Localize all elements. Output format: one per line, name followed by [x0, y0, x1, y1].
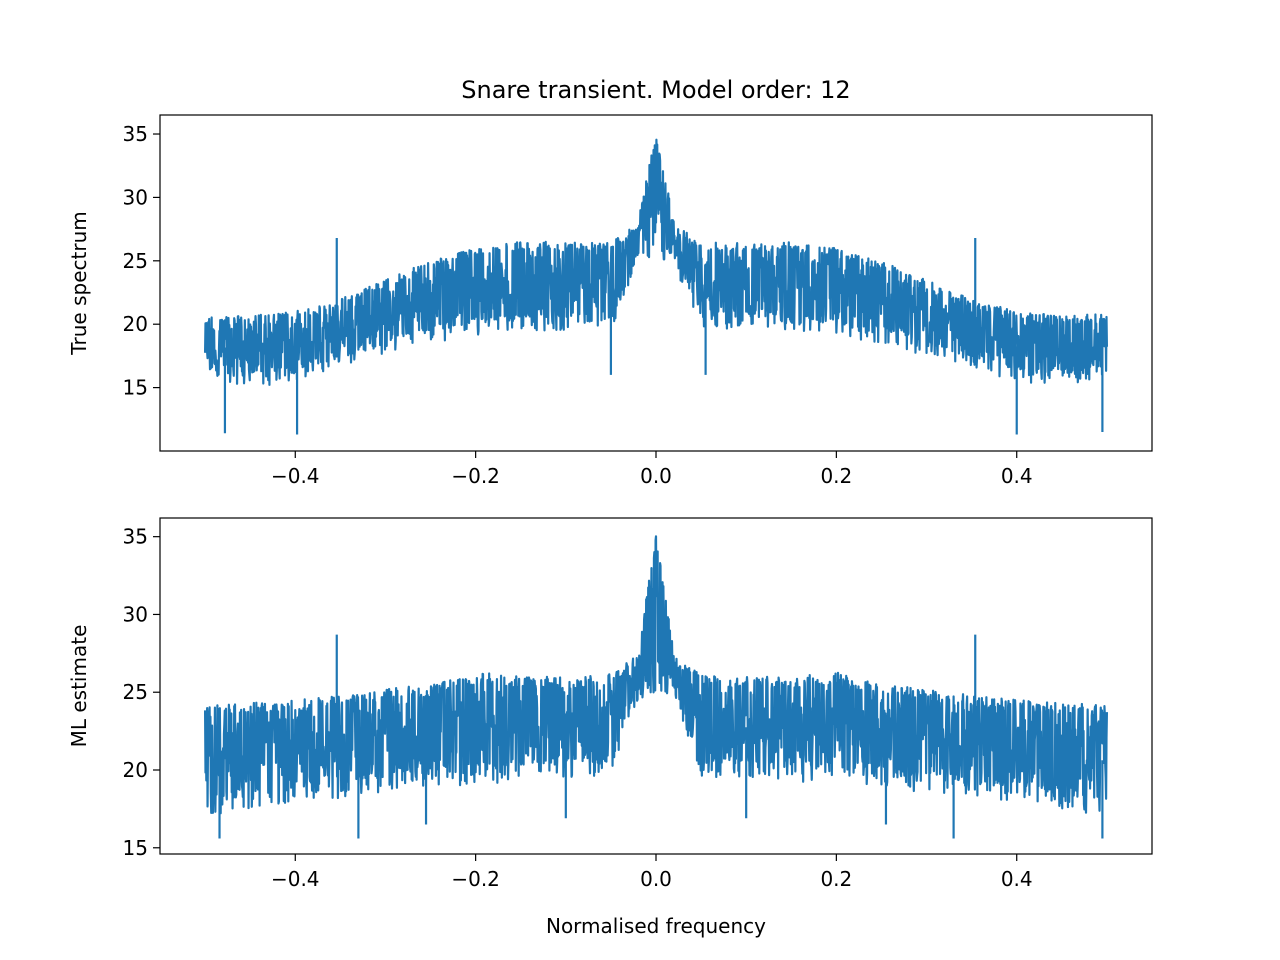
y-tick-label: 15	[123, 376, 148, 400]
panels: −0.4 −0.2 0.0 0.2 0.4 15 20 25 30 35 True spectrum…	[67, 114, 1153, 938]
series-line-1	[203, 138, 1109, 435]
x-tick-label: 0.2	[820, 867, 852, 891]
panel-1: −0.4 −0.2 0.0 0.2 0.4 15 20 25 30 35 True spectrum	[67, 114, 1153, 488]
x-axis-label: Normalised frequency	[546, 914, 766, 938]
y-tick-label: 15	[123, 836, 148, 860]
x-tick-label: −0.2	[451, 867, 500, 891]
y-tick-label: 20	[123, 312, 148, 336]
y-tick-label: 30	[123, 602, 148, 626]
x-tick-label: −0.4	[271, 464, 320, 488]
y-tick-label: 25	[123, 249, 148, 273]
y-tick-label: 20	[123, 758, 148, 782]
figure-title: Snare transient. Model order: 12	[461, 76, 850, 104]
y-tick-label: 35	[123, 525, 148, 549]
x-tick-label: 0.0	[640, 867, 672, 891]
y-tick-label: 30	[123, 185, 148, 209]
y-axis-label: True spectrum	[67, 211, 91, 355]
series-line-2	[203, 535, 1109, 839]
x-tick-label: −0.2	[451, 464, 500, 488]
x-tick-label: −0.4	[271, 867, 320, 891]
x-tick-label: 0.4	[1001, 867, 1033, 891]
y-tick-label: 25	[123, 680, 148, 704]
y-tick-label: 35	[123, 122, 148, 146]
y-axis-label: ML estimate	[67, 625, 91, 748]
panel-2: −0.4 −0.2 0.0 0.2 0.4 15 20 25 30 35 ML estimate No…	[67, 517, 1153, 938]
x-tick-label: 0.2	[820, 464, 852, 488]
x-tick-label: 0.4	[1001, 464, 1033, 488]
x-tick-label: 0.0	[640, 464, 672, 488]
